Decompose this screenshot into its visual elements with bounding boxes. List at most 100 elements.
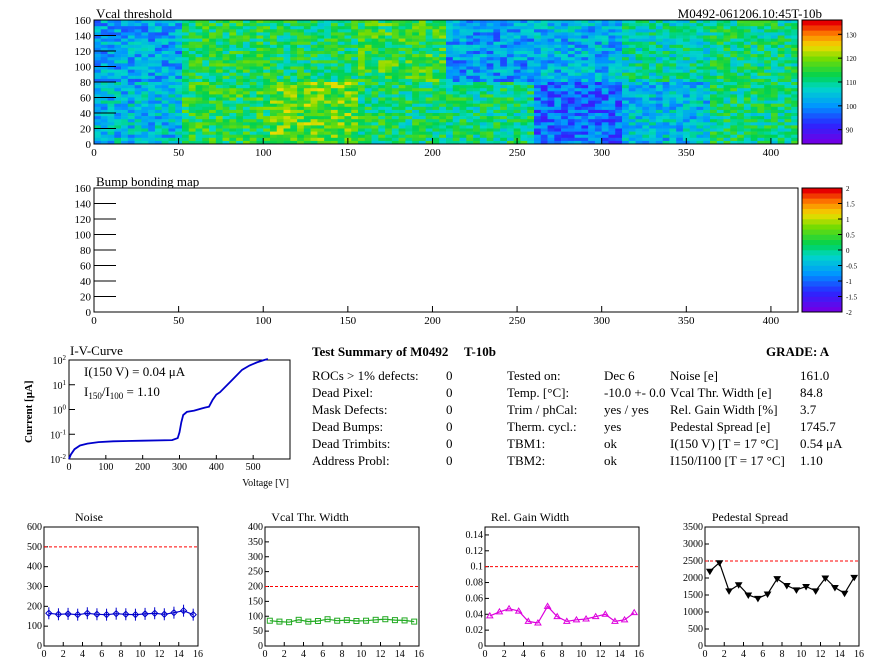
map-cell [236,113,244,117]
map-cell [310,63,318,67]
map-cell [527,57,535,61]
map-cell [534,140,542,145]
map-cell [310,122,318,126]
x-tick-label: 150 [340,147,357,159]
map-cell [588,103,596,108]
map-cell [466,82,474,86]
map-cell [432,125,440,129]
map-cell [500,128,508,132]
map-cell [276,41,284,46]
map-cell [168,88,176,92]
map-cell [567,69,575,73]
map-cell [696,41,704,46]
map-cell [473,106,481,111]
map-cell [297,140,305,145]
map-cell [168,119,176,123]
map-cell [764,29,772,33]
map-cell [229,26,237,30]
map-cell [561,109,569,114]
map-cell [141,119,149,123]
map-cell [486,88,494,92]
map-cell [547,60,555,64]
map-cell [628,57,636,61]
map-cell [188,103,196,108]
map-cell [114,35,122,39]
map-cell [344,131,352,135]
map-cell [730,91,738,95]
map-cell [716,131,724,135]
map-cell [195,82,203,86]
map-cell [594,85,602,89]
map-cell [148,109,156,114]
map-cell [215,94,223,98]
map-cell [418,128,426,132]
map-cell [202,66,210,70]
map-cell [554,72,562,77]
map-cell [121,41,129,46]
map-cell [303,106,311,111]
map-cell [506,20,514,24]
map-cell [324,128,332,132]
map-cell [588,137,596,142]
map-cell [385,125,393,129]
map-cell [608,140,616,145]
map-cell [188,72,196,77]
map-cell [710,116,718,120]
map-cell [378,23,386,27]
map-cell [398,41,406,46]
map-cell [182,54,190,58]
map-cell [182,47,190,52]
map-cell [730,44,738,49]
map-cell [195,57,203,61]
map-cell [134,32,142,36]
map-cell [520,51,528,55]
map-cell [256,35,264,39]
map-cell [486,75,494,80]
map-cell [236,103,244,108]
map-cell [215,125,223,129]
map-cell [222,128,230,132]
map-cell [412,119,420,123]
map-cell [276,57,284,61]
map-cell [513,113,521,117]
map-cell [256,44,264,49]
map-cell [730,35,738,39]
map-cell [601,72,609,77]
map-cell [520,57,528,61]
map-cell [405,85,413,89]
map-cell [215,131,223,135]
map-cell [344,78,352,83]
map-cell [791,44,799,49]
map-cell [622,85,630,89]
map-cell [256,51,264,55]
map-cell [473,51,481,55]
map-cell [716,69,724,73]
map-cell [425,66,433,70]
map-cell [242,113,250,117]
map-cell [100,113,108,117]
map-cell [561,47,569,52]
x-tick-label: 150 [340,315,357,327]
map-cell [730,54,738,58]
map-cell [452,26,460,30]
map-cell [425,57,433,61]
map-cell [466,140,474,145]
map-cell [215,29,223,33]
map-cell [527,119,535,123]
map-cell [601,122,609,126]
map-cell [330,106,338,111]
map-cell [385,128,393,132]
map-cell [358,57,366,61]
map-cell [479,125,487,129]
map-cell [121,88,129,92]
map-cell [432,54,440,58]
map-cell [148,82,156,86]
map-cell [581,20,589,24]
y-tick-label: 2000 [683,573,703,584]
map-cell [303,41,311,46]
map-cell [121,94,129,98]
map-cell [622,75,630,80]
scale-cell [802,66,842,72]
map-cell [337,35,345,39]
x-tick-label: 14 [395,649,405,660]
